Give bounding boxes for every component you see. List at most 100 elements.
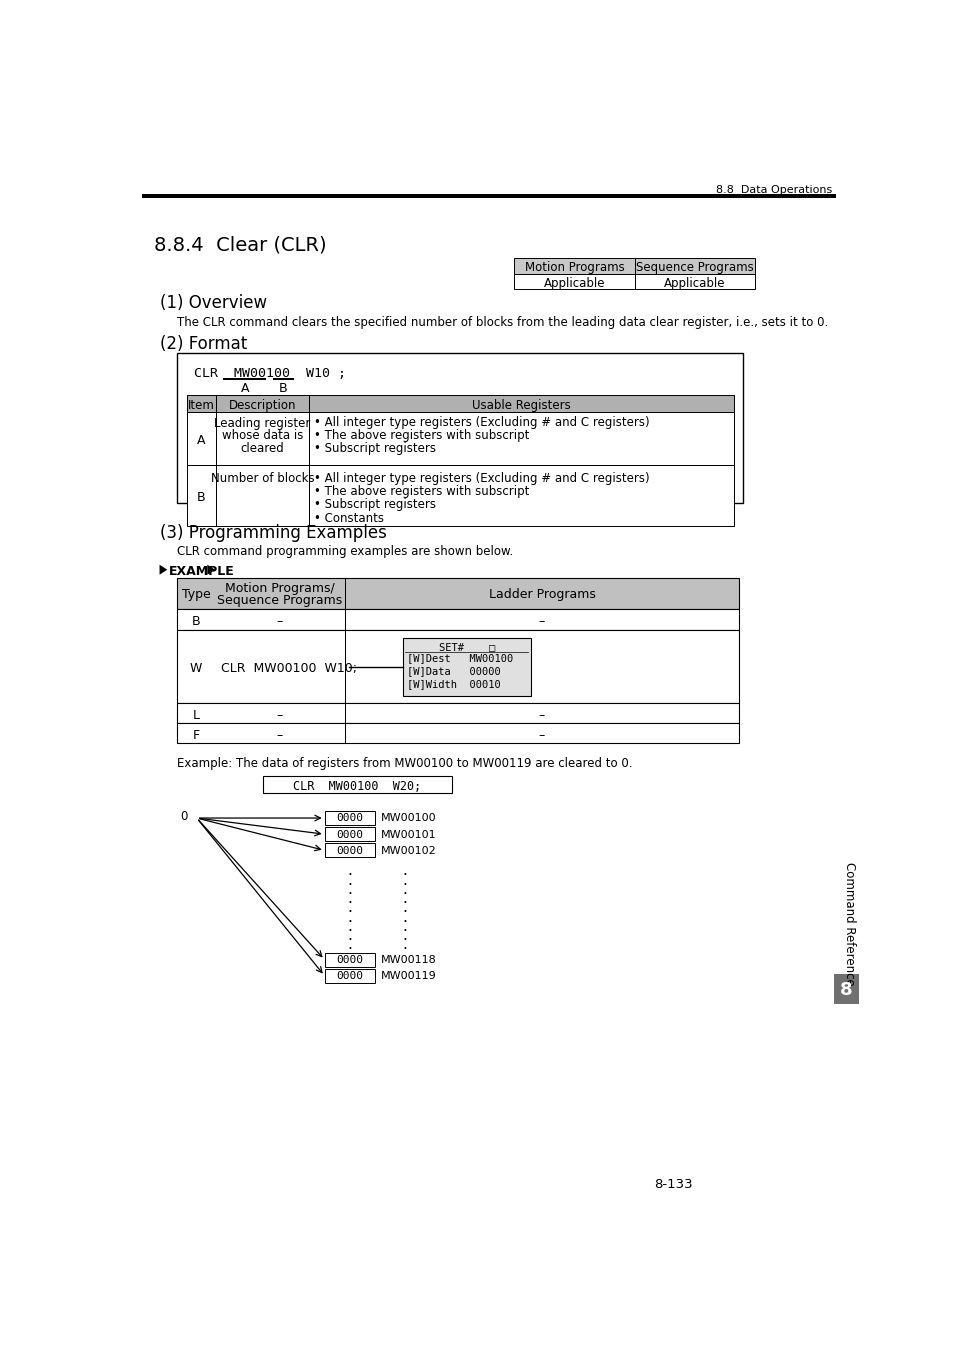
Text: Motion Programs: Motion Programs (524, 262, 624, 274)
Text: B: B (197, 491, 206, 504)
Bar (177, 609, 739, 630)
Text: The CLR command clears the specified number of blocks from the leading data clea: The CLR command clears the specified num… (177, 316, 828, 329)
Text: .: . (401, 872, 407, 888)
Text: .: . (401, 929, 407, 944)
Text: .: . (347, 864, 352, 879)
Text: –: – (538, 729, 544, 741)
Text: 8-133: 8-133 (654, 1179, 692, 1192)
Text: .: . (401, 919, 407, 934)
Text: –: – (276, 709, 282, 722)
Text: F: F (193, 729, 199, 741)
Text: • All integer type registers (Excluding # and C registers): • All integer type registers (Excluding … (314, 416, 649, 429)
Text: A: A (240, 382, 249, 396)
Text: Ladder Programs: Ladder Programs (488, 587, 595, 601)
Text: Sequence Programs: Sequence Programs (635, 262, 753, 274)
Bar (514, 274, 634, 289)
Bar (142, 194, 835, 198)
Text: B: B (279, 382, 288, 396)
Text: whose data is: whose data is (222, 429, 303, 443)
Bar (177, 724, 739, 744)
Text: Example: The data of registers from MW00100 to MW00119 are cleared to 0.: Example: The data of registers from MW00… (177, 757, 632, 771)
Text: CLR  MW00100  W10 ;: CLR MW00100 W10 ; (194, 367, 346, 379)
Text: .: . (401, 891, 407, 906)
Text: .: . (347, 872, 352, 888)
Text: Applicable: Applicable (663, 277, 724, 290)
Text: (2) Format: (2) Format (159, 335, 247, 354)
Text: Motion Programs/: Motion Programs/ (225, 582, 335, 594)
Text: SET#    □: SET# □ (438, 643, 495, 652)
Text: • Subscript registers: • Subscript registers (314, 498, 436, 512)
Text: .: . (347, 900, 352, 915)
Bar (187, 412, 733, 464)
Text: (1) Overview: (1) Overview (159, 294, 267, 312)
Text: EXAMPLE: EXAMPLE (169, 566, 234, 579)
Text: MW00101: MW00101 (381, 830, 436, 840)
Text: 0000: 0000 (336, 954, 363, 965)
Text: MW00102: MW00102 (381, 845, 436, 856)
Text: .: . (347, 929, 352, 944)
Text: .: . (347, 937, 352, 952)
Text: 0: 0 (180, 810, 187, 822)
Bar (187, 464, 733, 526)
Text: [W]Width  00010: [W]Width 00010 (406, 679, 500, 690)
Text: –: – (276, 614, 282, 628)
Bar (402, 637, 530, 695)
Text: 8: 8 (839, 980, 852, 999)
Text: CLR command programming examples are shown below.: CLR command programming examples are sho… (177, 545, 513, 559)
Bar (177, 630, 739, 703)
Text: Sequence Programs: Sequence Programs (217, 594, 342, 608)
Text: .: . (401, 864, 407, 879)
Text: Number of blocks: Number of blocks (211, 472, 314, 485)
Text: Command Reference: Command Reference (841, 863, 855, 986)
Text: [W]Dest   MW00100: [W]Dest MW00100 (406, 653, 513, 663)
Text: 8.8  Data Operations: 8.8 Data Operations (716, 185, 831, 196)
Text: .: . (347, 919, 352, 934)
Text: B: B (192, 614, 200, 628)
Bar (634, 258, 754, 274)
Text: Applicable: Applicable (543, 277, 604, 290)
Text: • Constants: • Constants (314, 512, 383, 525)
Text: CLR  MW00100  W10;: CLR MW00100 W10; (220, 662, 356, 675)
Text: MW00118: MW00118 (381, 954, 436, 965)
Text: Leading register: Leading register (214, 417, 311, 429)
Bar (634, 274, 754, 289)
Text: CLR  MW00100  W20;: CLR MW00100 W20; (294, 779, 421, 792)
Text: 8.8.4  Clear (CLR): 8.8.4 Clear (CLR) (154, 235, 327, 254)
Bar (324, 969, 375, 983)
Bar (187, 396, 733, 412)
Text: W: W (190, 662, 202, 675)
Text: 0000: 0000 (336, 830, 363, 840)
Bar (833, 975, 858, 1003)
Text: [W]Data   00000: [W]Data 00000 (406, 667, 506, 676)
Text: MW00100: MW00100 (381, 814, 436, 824)
Bar (177, 352, 742, 504)
Bar (324, 953, 375, 967)
Text: A: A (197, 433, 206, 447)
Bar (324, 811, 375, 825)
Bar (514, 258, 634, 274)
Text: MW00119: MW00119 (381, 971, 436, 981)
Text: 0000: 0000 (336, 971, 363, 981)
Text: • Subscript registers: • Subscript registers (314, 443, 436, 455)
Text: .: . (347, 882, 352, 896)
Text: L: L (193, 709, 199, 722)
Text: Description: Description (229, 400, 296, 412)
Text: • All integer type registers (Excluding # and C registers): • All integer type registers (Excluding … (314, 472, 649, 485)
Text: –: – (538, 709, 544, 722)
Text: –: – (538, 614, 544, 628)
Text: Usable Registers: Usable Registers (472, 400, 570, 412)
Text: .: . (401, 910, 407, 925)
Text: 0000: 0000 (336, 845, 363, 856)
Text: Type: Type (181, 587, 210, 601)
Text: .: . (401, 937, 407, 952)
Text: cleared: cleared (240, 441, 284, 455)
Text: • The above registers with subscript: • The above registers with subscript (314, 486, 529, 498)
Text: .: . (401, 882, 407, 896)
Text: (3) Programming Examples: (3) Programming Examples (159, 524, 386, 541)
Text: .: . (401, 900, 407, 915)
Bar (262, 776, 452, 794)
Bar (177, 703, 739, 724)
Polygon shape (159, 564, 167, 575)
Bar (324, 828, 375, 841)
Text: .: . (347, 910, 352, 925)
